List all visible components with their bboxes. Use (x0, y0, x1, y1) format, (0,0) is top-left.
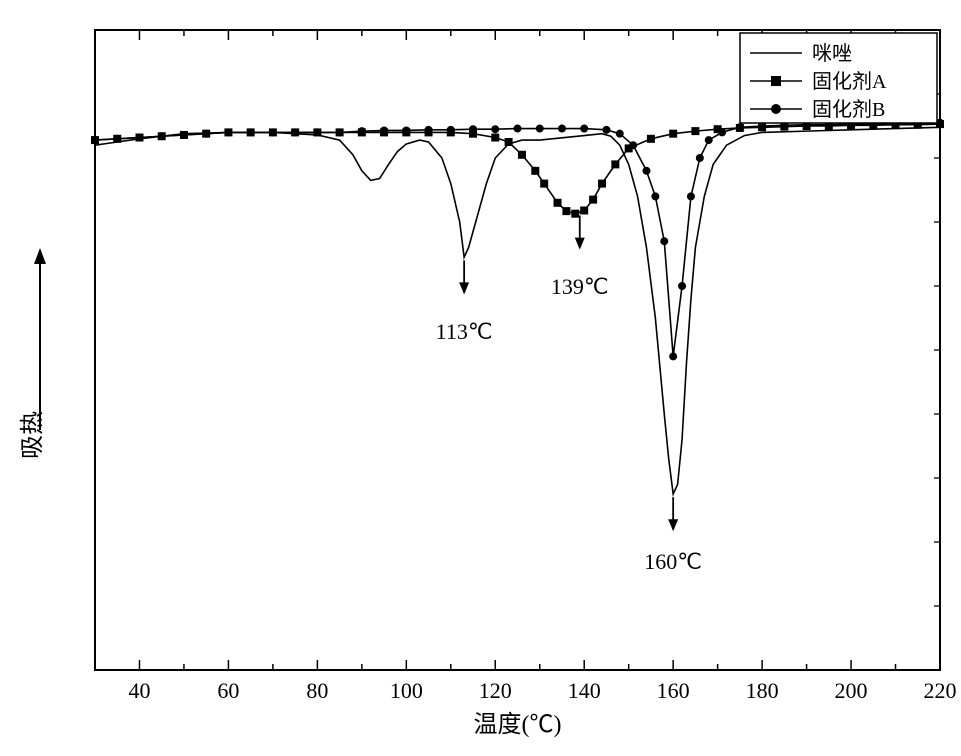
peak-label: 113℃ (436, 319, 493, 344)
x-tick-label: 160 (657, 678, 690, 703)
x-tick-label: 200 (835, 678, 868, 703)
x-tick-label: 140 (568, 678, 601, 703)
y-arrow-icon (34, 248, 46, 264)
y-axis-label: 吸热 (19, 411, 46, 459)
x-tick-label: 180 (746, 678, 779, 703)
peak-label: 160℃ (644, 549, 702, 574)
x-axis-label: 温度(℃) (474, 711, 562, 738)
legend-label: 固化剂A (812, 70, 887, 93)
chart-svg: 40 60 80 100 120 140 160 180 200 220 温度(℃) 吸热 113℃ 13… (0, 0, 961, 756)
legend-marker-circle-icon (771, 104, 781, 114)
x-tick-label: 80 (306, 678, 328, 703)
x-tick-label: 100 (390, 678, 423, 703)
x-tick-label: 220 (924, 678, 957, 703)
legend-label: 咪唑 (812, 42, 852, 65)
x-tick-label: 120 (479, 678, 512, 703)
dsc-chart: 40 60 80 100 120 140 160 180 200 220 温度(℃) 吸热 113℃ 13… (0, 0, 961, 756)
legend-marker-square-icon (771, 76, 781, 86)
legend-label: 固化剂B (812, 98, 885, 121)
x-tick-label: 40 (128, 678, 150, 703)
peak-label: 139℃ (551, 274, 609, 299)
x-tick-label: 60 (217, 678, 239, 703)
